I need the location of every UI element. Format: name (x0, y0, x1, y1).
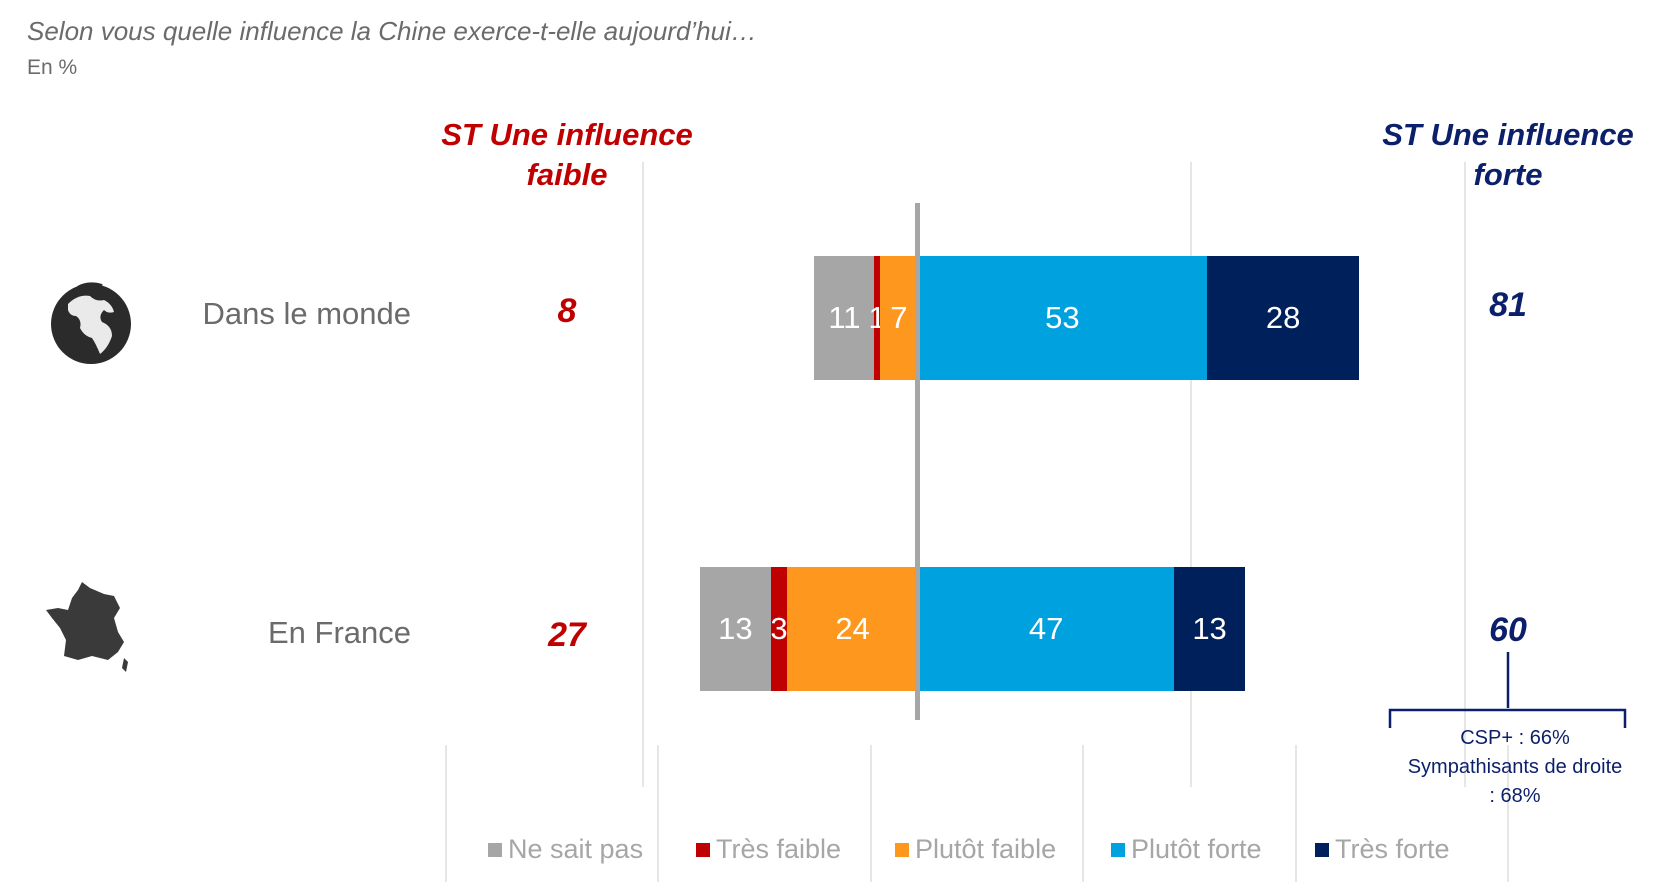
legend-item: Plutôt forte (1111, 834, 1262, 865)
data-label: 28 (1265, 300, 1301, 335)
st-forte-france: 60 (1489, 611, 1527, 649)
chart-title: Selon vous quelle influence la Chine exe… (27, 16, 757, 46)
legend-item: Très forte (1315, 834, 1450, 865)
legend-swatch (1315, 842, 1329, 857)
bar-segment-tres-forte: 13 (1174, 567, 1245, 691)
gridline (1190, 162, 1192, 787)
legend-label: Très faible (716, 834, 842, 864)
data-label: 24 (835, 611, 870, 646)
bar-segment-ne-sait-pas: 13 (700, 567, 771, 691)
legend-swatch (895, 842, 909, 857)
annotation-line-1: CSP+ : 66% (1460, 727, 1570, 749)
gridline (642, 162, 644, 787)
annotation-bracket (1388, 652, 1627, 728)
legend-swatch (1111, 842, 1125, 857)
legend-divider (1295, 745, 1297, 882)
bar-segment-tres-forte: 28 (1206, 256, 1360, 380)
france-map-icon (46, 582, 128, 672)
st-forte-monde: 81 (1489, 286, 1527, 324)
legend-item: Plutôt faible (895, 834, 1056, 865)
legend-item: Ne sait pas (488, 834, 643, 865)
legend-divider (1082, 745, 1084, 882)
data-label: 11 (828, 300, 861, 335)
st-faible-monde: 8 (557, 292, 577, 330)
bar-segment-tres-faible: 3 (770, 567, 788, 691)
globe-icon (51, 282, 131, 364)
bar-segment-plutot-forte: 47 (918, 567, 1175, 691)
st-faible-france: 27 (548, 616, 586, 654)
legend-divider (1507, 745, 1509, 882)
legend-label: Ne sait pas (508, 834, 644, 864)
bar-segment-plutot-faible: 7 (879, 256, 918, 380)
header-st-forte: ST Une influence forte (1382, 117, 1634, 192)
legend-swatch (696, 842, 710, 857)
data-label: 13 (1192, 611, 1227, 646)
header-st-faible: ST Une influence faible (441, 117, 693, 192)
legend-label: Plutôt faible (915, 834, 1057, 864)
legend-divider (657, 745, 659, 882)
bar-segment-ne-sait-pas: 11 (814, 256, 875, 380)
annotation-note: CSP+ : 66% Sympathisants de droite : 68% (1405, 724, 1625, 811)
data-label: 13 (718, 611, 753, 646)
legend-divider (445, 745, 447, 882)
bar-segment-plutot-forte: 53 (918, 256, 1207, 380)
row-label-monde: Dans le monde (202, 296, 411, 331)
legend-swatch (488, 842, 502, 857)
zero-axis-line (915, 203, 920, 720)
annotation-line-2: Sympathisants de droite : 68% (1407, 756, 1623, 807)
data-label: 7 (890, 300, 908, 335)
data-label: 53 (1045, 300, 1080, 335)
data-label: 3 (770, 611, 788, 646)
legend-label: Plutôt forte (1131, 834, 1262, 864)
row-label-france: En France (267, 615, 411, 650)
gridline (1464, 162, 1466, 787)
unit-label: En % (27, 56, 78, 79)
legend-label: Très forte (1335, 834, 1450, 864)
legend-divider (870, 745, 872, 882)
data-label: 47 (1028, 611, 1064, 646)
legend-item: Très faible (696, 834, 841, 865)
bar-segment-plutot-faible: 24 (787, 567, 918, 691)
